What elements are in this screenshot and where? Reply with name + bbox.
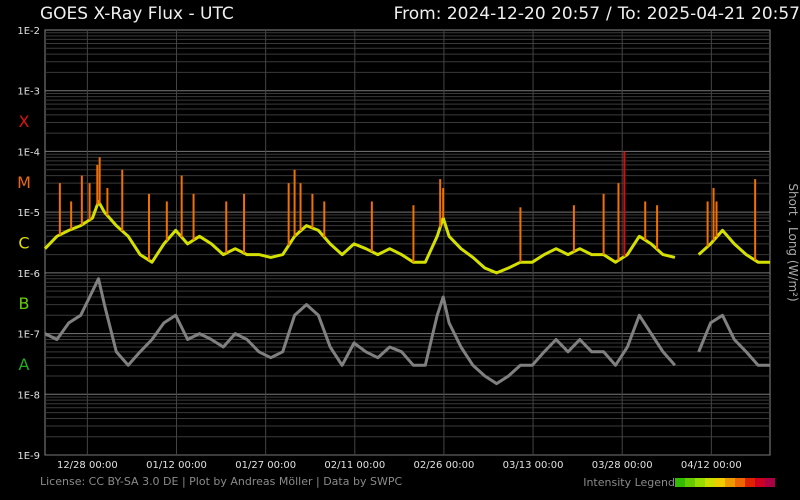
intensity-legend: Intensity Legend (583, 475, 775, 489)
x-tick-label: 04/12 00:00 (681, 460, 742, 471)
x-tick-label: 03/28 00:00 (592, 460, 653, 471)
legend-swatch (675, 477, 685, 487)
legend-swatch (725, 477, 735, 487)
x-tick-label: 12/28 00:00 (57, 460, 118, 471)
range-separator: / (606, 4, 612, 24)
flare-class-C: C (18, 234, 29, 253)
x-tick-label: 01/12 00:00 (146, 460, 207, 471)
y-tick-label: 1E-4 (17, 147, 40, 158)
y-tick-label: 1E-3 (17, 87, 40, 98)
x-tick-label: 02/11 00:00 (324, 460, 385, 471)
legend-swatch (755, 477, 765, 487)
series-long-line (43, 200, 770, 275)
y-tick-label: 1E-8 (17, 390, 40, 401)
legend-swatch (735, 477, 745, 487)
x-tick-label: 02/26 00:00 (414, 460, 475, 471)
x-tick-label: 01/27 00:00 (235, 460, 296, 471)
legend-swatch (705, 477, 715, 487)
flare-class-M: M (17, 173, 31, 192)
date-range: From: 2024-12-20 20:57/To: 2025-04-21 20… (394, 4, 800, 24)
legend-swatch (765, 477, 775, 487)
x-tick-label: 03/13 00:00 (503, 460, 564, 471)
flare-class-X: X (19, 112, 30, 131)
flare-class-B: B (19, 294, 30, 313)
y-tick-label: 1E-5 (17, 208, 40, 219)
flare-class-A: A (19, 355, 30, 374)
license-text: License: CC BY-SA 3.0 DE | Plot by Andre… (40, 475, 403, 488)
y-tick-label: 1E-2 (17, 26, 40, 37)
legend-swatch (745, 477, 755, 487)
intensity-legend-bar (675, 477, 775, 487)
y-tick-label: 1E-7 (17, 330, 40, 341)
legend-swatch (695, 477, 705, 487)
y-axis-label: Short , Long (W/m²) (786, 183, 800, 301)
legend-swatch (685, 477, 695, 487)
series-short-line (44, 277, 770, 386)
chart-title: GOES X-Ray Flux - UTC (40, 4, 234, 24)
y-tick-label: 1E-6 (17, 269, 40, 280)
y-tick-label: 1E-9 (17, 451, 40, 462)
intensity-legend-label: Intensity Legend (583, 475, 675, 489)
legend-swatch (715, 477, 725, 487)
from-date: From: 2024-12-20 20:57 (393, 4, 601, 24)
to-date: To: 2025-04-21 20:57 (617, 4, 800, 24)
